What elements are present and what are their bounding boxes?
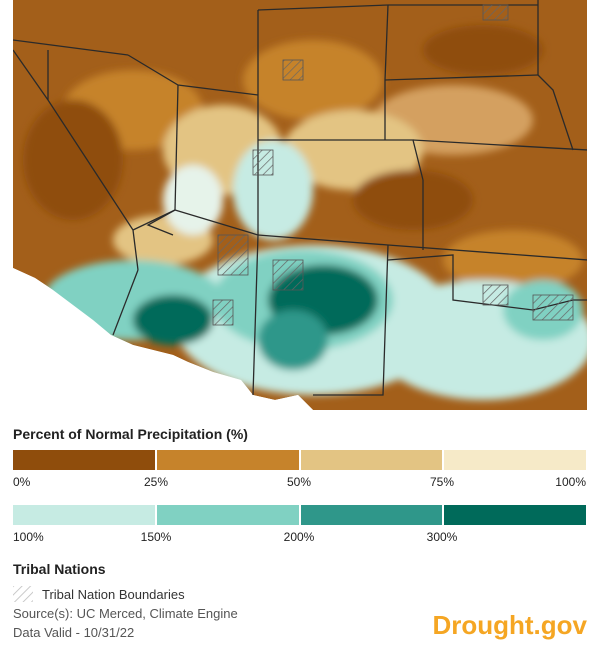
tribal-area <box>482 4 509 21</box>
wet-tick-200: 200% <box>283 530 315 544</box>
tribal-nations-heading: Tribal Nations <box>13 561 106 577</box>
data-valid-text: Data Valid - 10/31/22 <box>13 625 135 640</box>
wet-segment-150-200 <box>154 505 299 525</box>
dark-patch-sd <box>423 25 543 75</box>
dry-tick-75: 75% <box>429 475 455 489</box>
map-svg <box>13 0 587 410</box>
diagonal-hatch-icon <box>13 586 33 602</box>
source-text: Source(s): UC Merced, Climate Engine <box>13 606 238 621</box>
tan-patch-ks <box>443 230 583 290</box>
wet-tick-100: 100% <box>13 530 44 544</box>
dry-tick-25: 25% <box>143 475 169 489</box>
light-patch-co <box>283 110 423 190</box>
wet-dark-az <box>133 295 213 345</box>
wet-color-bar <box>13 505 586 525</box>
tribal-area <box>272 259 304 291</box>
tribal-areas <box>212 4 574 326</box>
dry-tick-100: 100% <box>555 475 586 489</box>
wet-tick-300: 300% <box>426 530 458 544</box>
tribal-area <box>252 149 274 176</box>
dry-segment-0-25 <box>13 450 155 470</box>
wet-teal-nm <box>258 310 328 370</box>
tribal-area <box>482 284 509 306</box>
tan-patch-wy <box>243 40 383 120</box>
tribal-area <box>282 59 304 81</box>
tribal-area <box>532 294 574 321</box>
dry-segment-25-50 <box>154 450 299 470</box>
wet-tick-150: 150% <box>140 530 172 544</box>
wet-segment-200-300 <box>298 505 443 525</box>
state-borders <box>13 0 587 396</box>
dark-patch-ca <box>23 100 123 220</box>
precipitation-map <box>13 0 587 410</box>
wet-segment-300-plus <box>442 505 586 525</box>
tribal-boundaries-label: Tribal Nation Boundaries <box>42 587 185 602</box>
wet-pale-ut <box>163 165 223 235</box>
dark-patch-ks <box>353 170 473 230</box>
dry-tick-50: 50% <box>286 475 312 489</box>
dry-segment-75-100 <box>442 450 586 470</box>
dry-color-bar <box>13 450 586 470</box>
dry-tick-0: 0% <box>13 475 31 489</box>
wet-segment-100-150 <box>13 505 155 525</box>
dry-segment-50-75 <box>298 450 443 470</box>
tribal-area <box>217 234 249 276</box>
drought-gov-logo: Drought.gov <box>432 610 587 640</box>
tribal-area <box>212 299 234 326</box>
legend-title: Percent of Normal Precipitation (%) <box>13 426 248 442</box>
ocean-mask <box>13 268 313 410</box>
